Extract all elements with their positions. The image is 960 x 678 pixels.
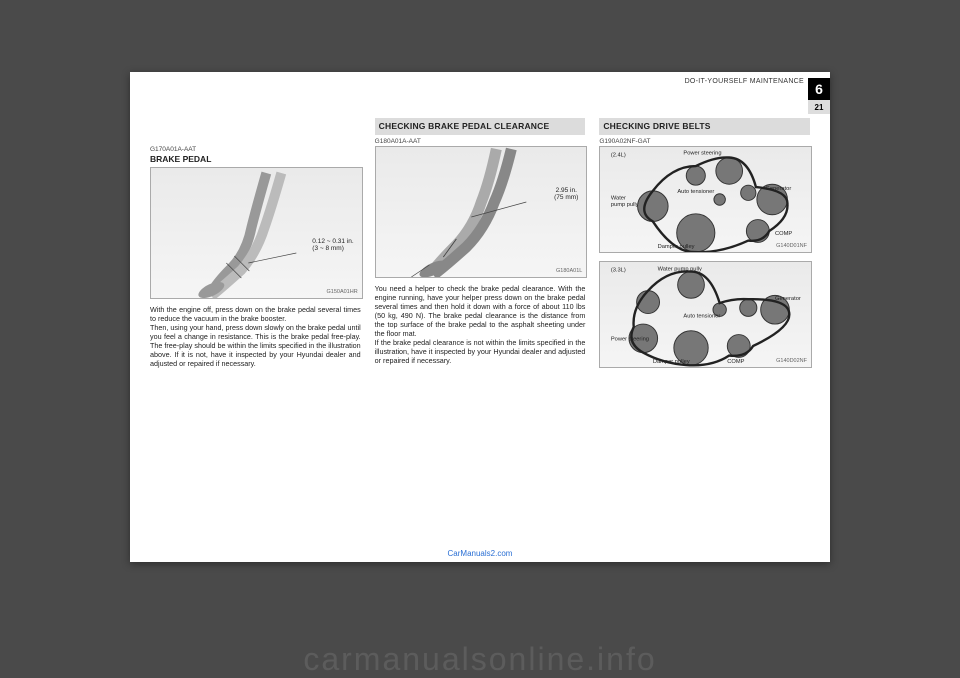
figure-code: G140D02NF <box>776 358 807 365</box>
manual-page: DO-IT-YOURSELF MAINTENANCE 6 21 G170A01A… <box>130 72 830 562</box>
engine-label: (3.3L) <box>611 267 626 273</box>
engine-label: (2.4L) <box>611 152 626 158</box>
part-code: G170A01A-AAT <box>150 146 361 154</box>
brake-pedal-body: With the engine off, press down on the b… <box>150 305 361 368</box>
column-3: CHECKING DRIVE BELTS G190A02NF-GAT <box>599 118 810 545</box>
part-code: G180A01A-AAT <box>375 138 586 146</box>
svg-text:Generator: Generator <box>775 296 801 302</box>
drivebelts-title: CHECKING DRIVE BELTS <box>599 118 810 135</box>
page-header: DO-IT-YOURSELF MAINTENANCE 6 21 <box>130 72 830 108</box>
figure-code: G180A01L <box>556 268 582 275</box>
svg-text:COMP: COMP <box>775 231 792 237</box>
footer-link[interactable]: CarManuals2.com <box>130 549 830 562</box>
svg-text:COMP: COMP <box>728 359 745 365</box>
svg-text:Waterpump pully: Waterpump pully <box>611 195 639 208</box>
content-columns: G170A01A-AAT BRAKE PEDAL 0.12 ~ 0.31 in.… <box>130 108 830 549</box>
figure-code: G150A01HR <box>326 289 357 296</box>
column-1: G170A01A-AAT BRAKE PEDAL 0.12 ~ 0.31 in.… <box>150 118 361 545</box>
svg-text:Power steering: Power steering <box>611 336 649 342</box>
column-2: CHECKING BRAKE PEDAL CLEARANCE G180A01A-… <box>375 118 586 545</box>
clearance-body: You need a helper to check the brake ped… <box>375 284 586 365</box>
svg-text:Auto tensioner: Auto tensioner <box>684 313 721 319</box>
svg-text:Damper pulley: Damper pulley <box>653 359 690 365</box>
freeplay-callout: 0.12 ~ 0.31 in.(3 ~ 8 mm) <box>312 238 353 252</box>
svg-text:Water pump pully: Water pump pully <box>658 266 702 272</box>
svg-text:Damper pulley: Damper pulley <box>658 244 695 250</box>
belt-diagram-33l: (3.3L) Water pump pully Generator Auto t… <box>599 261 812 368</box>
part-code: G190A02NF-GAT <box>599 138 810 146</box>
figure-code: G140D01NF <box>776 243 807 250</box>
clearance-callout: 2.95 in.(75 mm) <box>554 187 578 201</box>
svg-text:Generator: Generator <box>766 186 792 192</box>
belt-diagram-24l: (2.4L) Power steering Auto tensioner Gen… <box>599 146 812 253</box>
section-label: DO-IT-YOURSELF MAINTENANCE <box>685 78 804 85</box>
chapter-number: 6 <box>808 78 830 100</box>
brake-pedal-heading: BRAKE PEDAL <box>150 154 361 165</box>
svg-text:Auto tensioner: Auto tensioner <box>678 189 715 195</box>
brake-pedal-figure: 0.12 ~ 0.31 in.(3 ~ 8 mm) G150A01HR <box>150 167 363 299</box>
clearance-figure: 2.95 in.(75 mm) G180A01L <box>375 146 588 278</box>
page-number: 21 <box>808 100 830 114</box>
watermark: carmanualsonline.info <box>0 641 960 678</box>
clearance-title: CHECKING BRAKE PEDAL CLEARANCE <box>375 118 586 135</box>
svg-text:Power steering: Power steering <box>684 150 722 156</box>
